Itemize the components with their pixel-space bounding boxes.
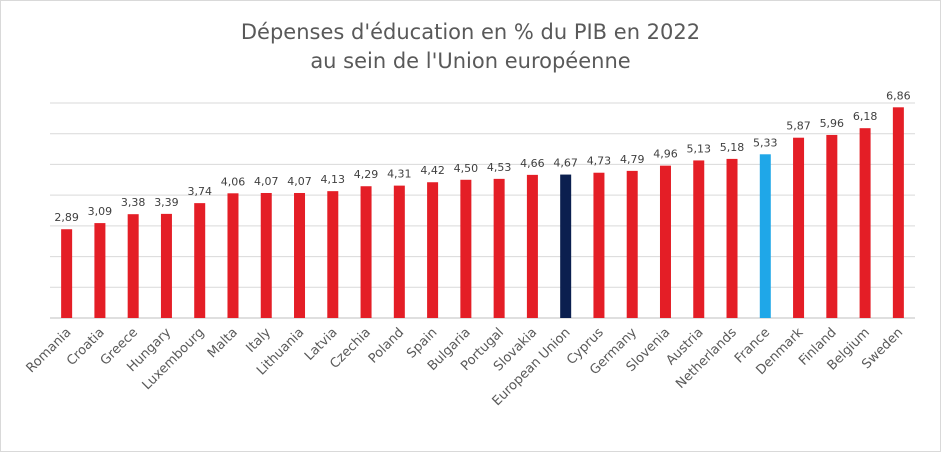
data-label: 5,96	[820, 117, 845, 130]
data-label: 5,33	[753, 136, 778, 149]
data-label: 5,13	[687, 142, 712, 155]
data-label: 4,13	[321, 173, 346, 186]
data-label: 4,96	[653, 148, 678, 161]
bar-denmark	[793, 137, 805, 318]
bar-belgium	[859, 128, 871, 318]
data-label: 5,18	[720, 141, 745, 154]
data-label: 4,07	[287, 175, 312, 188]
bar-portugal	[493, 178, 505, 318]
data-label: 3,39	[154, 196, 179, 209]
chart-subtitle: au sein de l'Union européenne	[310, 49, 631, 73]
bar-poland	[393, 185, 405, 318]
data-label: 4,50	[454, 162, 479, 175]
bar-cyprus	[593, 172, 605, 318]
bar-czechia	[360, 186, 372, 318]
data-label: 4,42	[420, 164, 445, 177]
data-label: 2,89	[54, 211, 79, 224]
bar-lithuania	[294, 192, 306, 318]
bar-greece	[127, 214, 139, 318]
bar-finland	[826, 134, 838, 318]
data-label: 3,74	[187, 185, 212, 198]
data-label: 4,29	[354, 168, 379, 181]
bar-romania	[61, 229, 73, 318]
bar-austria	[693, 160, 705, 318]
category-label: Romania	[24, 325, 75, 376]
data-label: 5,87	[786, 120, 811, 133]
bar-germany	[626, 170, 638, 318]
bar-malta	[227, 193, 239, 318]
bars	[61, 107, 904, 318]
bar-france	[759, 154, 771, 318]
bar-luxembourg	[194, 203, 206, 318]
data-label: 4,53	[487, 161, 512, 174]
data-label: 4,67	[553, 157, 578, 170]
data-label: 6,18	[853, 110, 878, 123]
data-label: 4,79	[620, 153, 645, 166]
data-label: 6,86	[886, 89, 911, 102]
bar-italy	[260, 192, 272, 318]
bar-latvia	[327, 191, 339, 318]
data-label: 3,09	[88, 205, 113, 218]
data-label: 4,66	[520, 157, 545, 170]
bar-netherlands	[726, 158, 738, 318]
chart-title-block: Dépenses d'éducation en % du PIB en 2022…	[0, 18, 941, 76]
data-label: 3,38	[121, 196, 146, 209]
bar-hungary	[160, 213, 172, 318]
bar-spain	[427, 182, 439, 318]
data-label: 4,73	[587, 155, 612, 168]
bar-slovenia	[659, 165, 671, 318]
bar-bulgaria	[460, 179, 472, 318]
bar-slovakia	[526, 174, 538, 318]
category-label: Poland	[366, 325, 407, 366]
category-labels: RomaniaCroatiaGreeceHungaryLuxembourgMal…	[24, 325, 907, 409]
bar-croatia	[94, 223, 106, 318]
chart-title: Dépenses d'éducation en % du PIB en 2022	[240, 20, 701, 44]
category-label: Malta	[205, 325, 241, 361]
data-label: 4,07	[254, 175, 279, 188]
grid-lines	[50, 102, 915, 288]
data-label: 4,31	[387, 168, 412, 181]
bar-sweden	[892, 107, 904, 318]
data-label: 4,06	[221, 175, 246, 188]
bar-european-union	[560, 174, 572, 318]
data-labels: 2,89 3,09 3,38 3,39 3,74 4,06 4,07 4,07 4,13 4,29…	[54, 89, 910, 224]
